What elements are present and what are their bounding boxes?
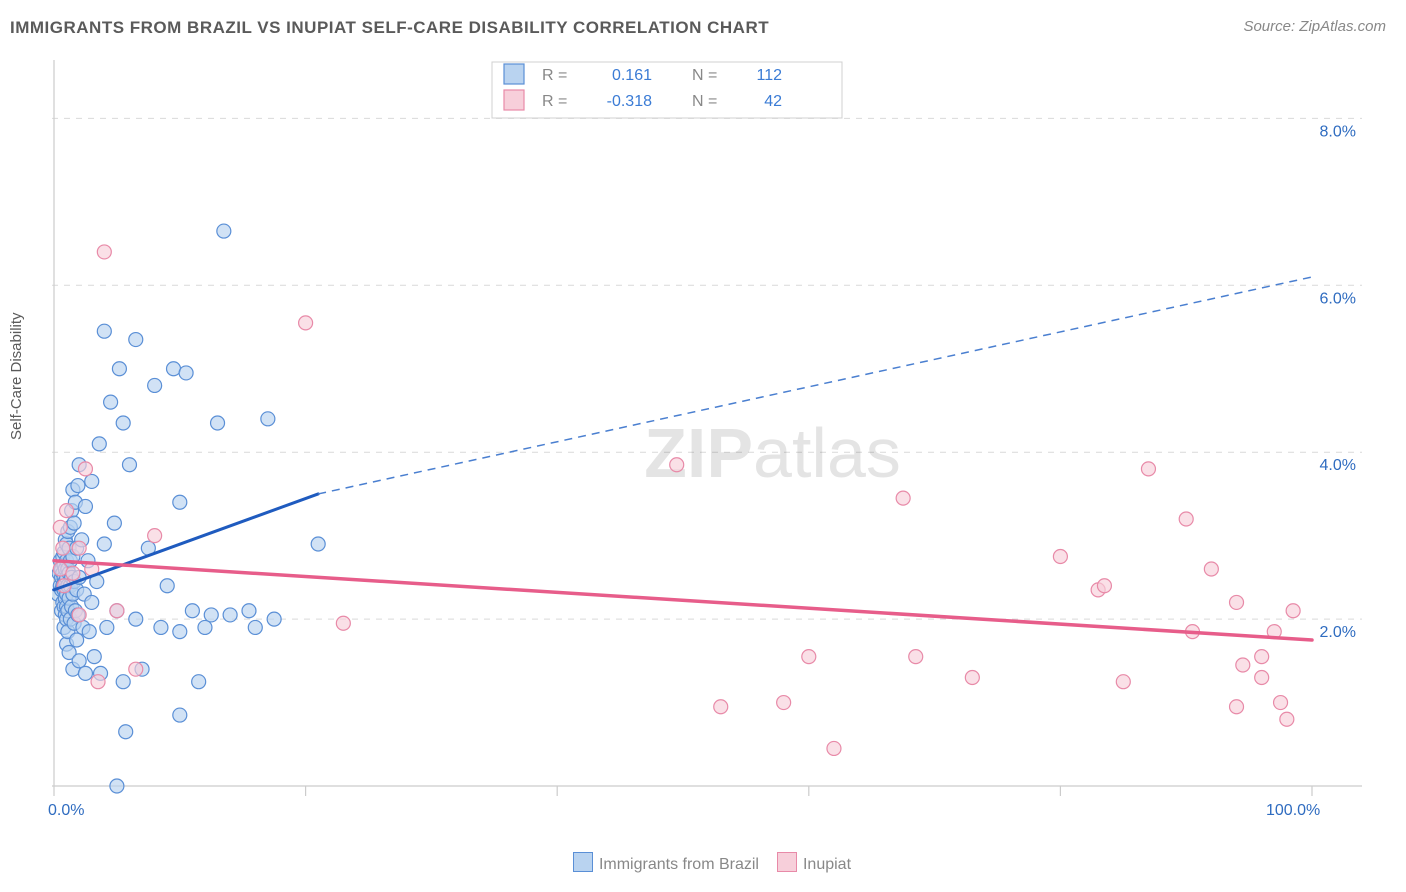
svg-text:0.161: 0.161 — [612, 67, 652, 84]
chart-title: IMMIGRANTS FROM BRAZIL VS INUPIAT SELF-C… — [10, 18, 769, 38]
svg-text:2.0%: 2.0% — [1320, 624, 1356, 641]
svg-text:ZIPatlas: ZIPatlas — [644, 414, 901, 492]
svg-text:R =: R = — [542, 67, 567, 84]
x-axis-max: 100.0% — [1266, 802, 1320, 820]
x-axis-min: 0.0% — [48, 802, 84, 820]
svg-text:-0.318: -0.318 — [607, 93, 652, 110]
svg-text:R =: R = — [542, 93, 567, 110]
svg-text:N =: N = — [692, 67, 717, 84]
svg-text:8.0%: 8.0% — [1320, 123, 1356, 140]
chart-source: Source: ZipAtlas.com — [1243, 18, 1386, 35]
svg-text:42: 42 — [764, 93, 782, 110]
bottom-legend: Immigrants from Brazil Inupiat — [0, 852, 1406, 874]
y-axis-label: Self-Care Disability — [8, 312, 25, 440]
legend-label: Immigrants from Brazil — [599, 856, 759, 873]
svg-text:N =: N = — [692, 93, 717, 110]
scatter-plot: 2.0% 4.0% 6.0% 8.0% ZIPatlas R = 0.161 N = 112 R … — [52, 56, 1362, 826]
legend-swatch — [777, 852, 797, 872]
svg-text:6.0%: 6.0% — [1320, 290, 1356, 307]
legend-swatch — [573, 852, 593, 872]
svg-text:112: 112 — [756, 67, 782, 84]
legend-label: Inupiat — [803, 856, 851, 873]
svg-text:4.0%: 4.0% — [1320, 457, 1356, 474]
